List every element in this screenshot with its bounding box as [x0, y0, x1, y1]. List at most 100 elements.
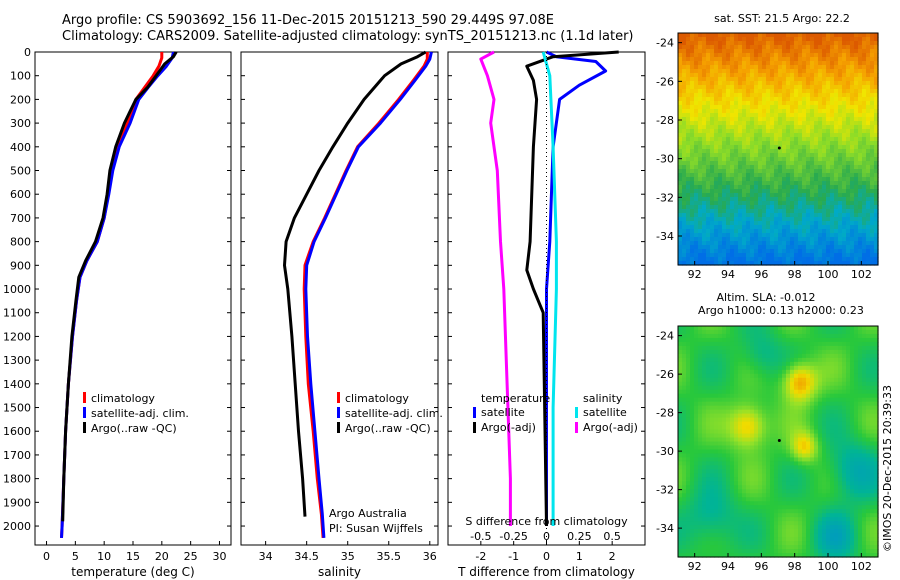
- map-cell: [730, 525, 735, 530]
- map-cell: [858, 225, 863, 230]
- map-cell: [686, 393, 691, 399]
- map-cell: [682, 545, 687, 550]
- map-cell: [682, 326, 687, 331]
- map-cell: [794, 45, 799, 50]
- map-cell: [778, 125, 783, 130]
- map-cell: [706, 209, 711, 214]
- map-cell: [806, 205, 811, 210]
- map-cell: [690, 33, 695, 38]
- map-cell: [818, 145, 823, 150]
- map-cell: [718, 533, 723, 538]
- map-cell: [794, 541, 799, 546]
- map-cell: [782, 197, 787, 202]
- map-cell: [818, 161, 823, 166]
- map-cell: [718, 509, 723, 514]
- map-cell: [686, 553, 691, 558]
- map-cell: [738, 37, 743, 42]
- map-cell: [710, 537, 715, 542]
- map-cell: [702, 161, 707, 166]
- map-cell: [726, 469, 731, 474]
- map-cell: [678, 497, 683, 502]
- map-cell: [714, 521, 719, 526]
- map-cell: [738, 409, 743, 415]
- map-cell: [726, 165, 731, 170]
- map-cell: [802, 241, 807, 246]
- map-cell: [778, 361, 783, 367]
- map-cell: [822, 201, 827, 206]
- map-cell: [734, 549, 739, 554]
- map-cell: [794, 93, 799, 98]
- map-cell: [718, 133, 723, 138]
- map-cell: [706, 249, 711, 254]
- map-cell: [678, 509, 683, 514]
- map-cell: [786, 533, 791, 538]
- map-cell: [734, 45, 739, 50]
- map-cell: [758, 109, 763, 114]
- map-cell: [790, 337, 795, 343]
- map-cell: [762, 413, 767, 419]
- map-cell: [790, 437, 795, 443]
- map-cell: [678, 157, 683, 162]
- map-cell: [726, 241, 731, 246]
- map-cell: [766, 81, 771, 86]
- map-cell: [782, 461, 787, 466]
- map-cell: [838, 117, 843, 122]
- map-cell: [706, 497, 711, 502]
- map-cell: [734, 326, 739, 331]
- map-cell: [730, 549, 735, 554]
- map-cell: [770, 149, 775, 154]
- map-cell: [750, 485, 755, 490]
- map-cell: [874, 245, 879, 250]
- map-cell: [694, 57, 699, 62]
- map-cell: [726, 441, 731, 447]
- map-cell: [750, 77, 755, 82]
- map-cell: [738, 389, 743, 395]
- map-cell: [690, 441, 695, 447]
- map-cell: [762, 157, 767, 162]
- map-cell: [794, 145, 799, 150]
- map-cell: [758, 345, 763, 351]
- map-cell: [802, 409, 807, 415]
- map-cell: [686, 437, 691, 443]
- map-cell: [746, 405, 751, 411]
- map-cell: [798, 249, 803, 254]
- map-cell: [870, 41, 875, 46]
- map-cell: [798, 545, 803, 550]
- map-cell: [738, 49, 743, 54]
- map-y-tick-label: -32: [656, 191, 674, 204]
- map-cell: [702, 353, 707, 359]
- map-cell: [750, 205, 755, 210]
- map-cell: [702, 341, 707, 347]
- map-cell: [842, 229, 847, 234]
- map-cell: [798, 41, 803, 46]
- map-cell: [766, 385, 771, 391]
- map-cell: [706, 373, 711, 379]
- map-cell: [758, 525, 763, 530]
- map-cell: [734, 65, 739, 70]
- map-cell: [702, 73, 707, 78]
- map-cell: [866, 193, 871, 198]
- map-cell: [874, 97, 879, 102]
- map-cell: [750, 385, 755, 391]
- map-cell: [814, 261, 819, 266]
- map-cell: [790, 173, 795, 178]
- map-cell: [794, 161, 799, 166]
- map-cell: [862, 93, 867, 98]
- map-cell: [734, 533, 739, 538]
- map-cell: [870, 185, 875, 190]
- map-cell: [786, 181, 791, 186]
- map-cell: [738, 553, 743, 558]
- map-cell: [686, 121, 691, 126]
- map-cell: [846, 173, 851, 178]
- map-cell: [766, 501, 771, 506]
- map-cell: [770, 61, 775, 66]
- map-cell: [682, 121, 687, 126]
- map-cell: [750, 553, 755, 558]
- y-tick-label: 1200: [3, 330, 31, 343]
- map-cell: [766, 85, 771, 90]
- map-cell: [746, 93, 751, 98]
- map-cell: [774, 437, 779, 443]
- map-cell: [762, 257, 767, 262]
- map-cell: [850, 37, 855, 42]
- map-cell: [734, 49, 739, 54]
